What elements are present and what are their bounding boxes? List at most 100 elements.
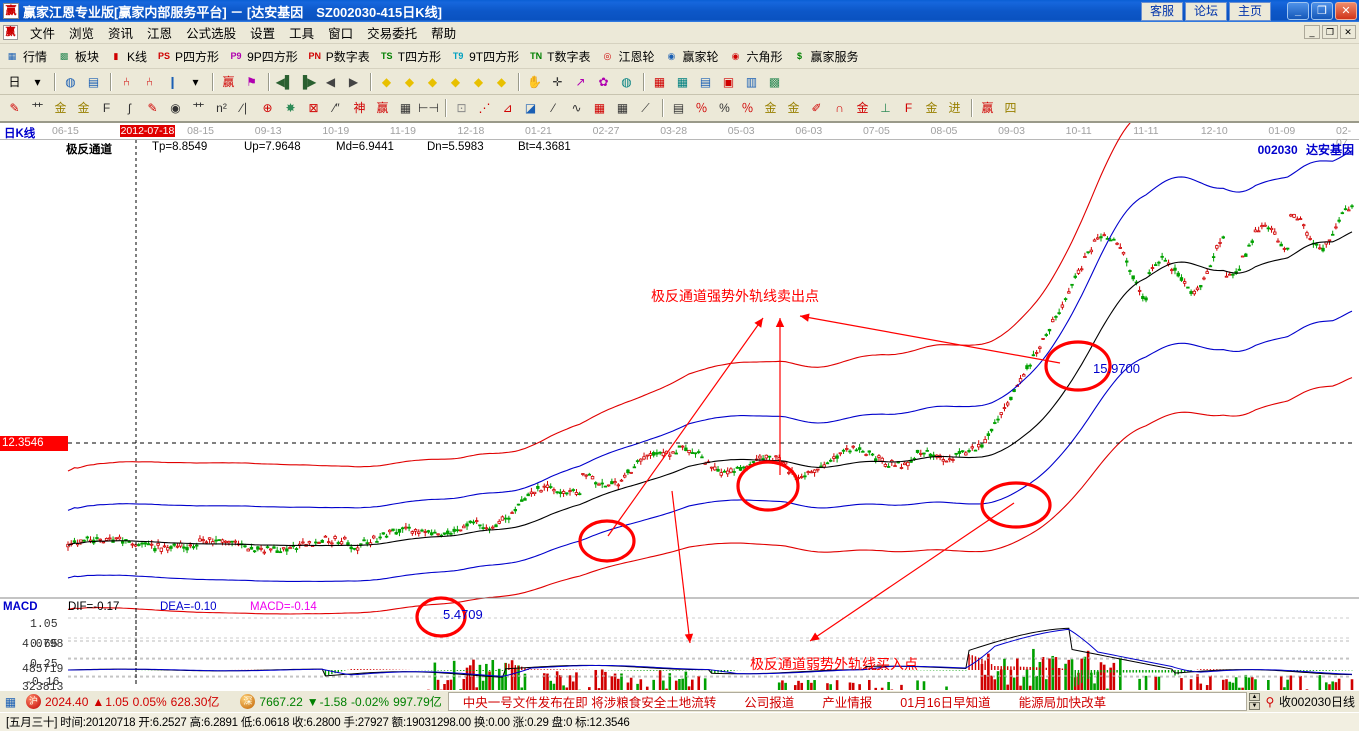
si-slope-icon[interactable]: 四 (1004, 101, 1017, 115)
calendar-icon[interactable]: ▦ (653, 74, 666, 89)
diamond-all-icon[interactable]: ◆ (450, 74, 461, 89)
menu-item-file[interactable]: 文件 (30, 27, 56, 41)
print-icon[interactable]: ▥ (745, 74, 758, 89)
toolbar-button-grid-quote[interactable]: ▦ 行情 (4, 48, 47, 65)
next-icon[interactable]: ▶ (348, 74, 359, 89)
notes-icon[interactable]: ▤ (699, 74, 712, 89)
draw-line-icon[interactable]: ↗ (575, 74, 586, 89)
kefu-button[interactable]: 客服 (1141, 1, 1183, 21)
toolbar-button-kline[interactable]: ▮ K线 (108, 48, 148, 65)
toolbar-button-p9-square[interactable]: P9 9P四方形 (228, 48, 298, 65)
spiral-icon[interactable]: ʃ (128, 101, 131, 115)
toolbar-button-tn-number[interactable]: TN T数字表 (528, 48, 590, 65)
news-item[interactable]: 产业情报 (822, 696, 873, 710)
toolbar-button-ps-square[interactable]: PS P四方形 (156, 48, 219, 65)
winner-logo-icon[interactable]: 赢 (222, 74, 235, 89)
box-target-icon[interactable]: ⊠ (308, 101, 319, 115)
toolbar-button-winner-service[interactable]: $ 赢家服务 (792, 48, 859, 65)
news-item[interactable]: 能源局加快改革 (1018, 696, 1107, 710)
menu-item-gann[interactable]: 江恩 (147, 27, 173, 41)
minimize-button[interactable]: _ (1287, 2, 1309, 20)
grid-lines-icon[interactable]: 艹 (31, 101, 44, 115)
shenzhen-index-segment[interactable]: 深 7667.22 ▼ -1.58 -0.02% 997.79亿 (237, 693, 442, 710)
window-split-icon[interactable]: ⊡ (456, 101, 467, 115)
menu-item-settings[interactable]: 设置 (250, 27, 276, 41)
ticker-scroll-buttons[interactable]: ▲ ▼ (1248, 693, 1260, 710)
gold-box-icon[interactable]: 金 (856, 101, 869, 115)
brain-icon[interactable]: ◍ (621, 74, 632, 89)
day-period-icon[interactable]: 日 (8, 74, 21, 89)
bar9-icon[interactable]: ⑃ (145, 74, 154, 89)
table-grid-icon[interactable]: ▦ (399, 101, 412, 115)
angle-slope-icon[interactable]: ⊥ (880, 101, 891, 115)
grid-red-icon[interactable]: ▦ (593, 101, 606, 115)
target-icon[interactable]: ⊕ (262, 101, 273, 115)
diamond-right-icon[interactable]: ◆ (404, 74, 415, 89)
gold-slope-icon[interactable]: 金 (925, 101, 938, 115)
luntan-button[interactable]: 论坛 (1185, 1, 1227, 21)
percent-red-icon[interactable]: ％ (695, 101, 708, 115)
angle-icon[interactable]: ∕∣ (240, 101, 249, 115)
ying-icon[interactable]: 赢 (376, 101, 389, 115)
menu-item-formula[interactable]: 公式选股 (186, 27, 237, 41)
calculator-icon[interactable]: ▦ (676, 74, 689, 89)
maximize-button[interactable]: ❐ (1311, 2, 1333, 20)
fan-box-icon[interactable]: ⊿ (502, 101, 513, 115)
menu-item-trade[interactable]: 交易委托 (367, 27, 418, 41)
prev-icon[interactable]: ◀ (325, 74, 336, 89)
shen-icon[interactable]: 神 (353, 101, 366, 115)
grid2-icon[interactable]: 艹 (192, 101, 205, 115)
diamond-left-icon[interactable]: ◆ (381, 74, 392, 89)
crosshair-icon[interactable]: ✛ (552, 74, 563, 89)
percent-list-icon[interactable]: ％ (741, 101, 754, 115)
f-slope-icon[interactable]: F (904, 101, 913, 115)
toolbar-button-gann-wheel[interactable]: ◎ 江恩轮 (599, 48, 655, 65)
grid-dark-icon[interactable]: ▦ (616, 101, 629, 115)
mdi-minimize-button[interactable]: _ (1304, 25, 1320, 39)
wave-icon[interactable]: ∿ (571, 101, 582, 115)
n2-icon[interactable]: n² (216, 101, 227, 115)
ying-slope-icon[interactable]: 赢 (981, 101, 994, 115)
pen-gold-icon[interactable]: ✐ (811, 101, 822, 115)
f-grid-icon[interactable]: F (102, 101, 111, 115)
toolbar-button-hexagon[interactable]: ◉ 六角形 (728, 48, 783, 65)
report-icon[interactable]: ▤ (87, 74, 100, 89)
menu-item-tools[interactable]: 工具 (289, 27, 315, 41)
mdi-close-button[interactable]: ✕ (1340, 25, 1356, 39)
gold-circle-icon[interactable]: 金 (764, 101, 777, 115)
gold-list-icon[interactable]: 金 (787, 101, 800, 115)
measure-icon[interactable]: ⊢⊣ (418, 101, 439, 115)
globe-market-icon[interactable]: ◍ (65, 74, 76, 89)
jin-slope-icon[interactable]: 进 (948, 101, 961, 115)
quote-grid-icon[interactable]: ▦ (4, 694, 17, 709)
shanghai-index-segment[interactable]: 沪 2024.40 ▲ 1.05 0.05% 628.30亿 (23, 693, 219, 710)
candle-dropdown-icon[interactable]: ▾ (192, 74, 199, 89)
arch-icon[interactable]: ∩ (835, 101, 844, 115)
period-dropdown-icon[interactable]: ▾ (34, 74, 41, 89)
bar3-icon[interactable]: ⑃ (122, 74, 131, 89)
slope-lines-icon[interactable]: ⟋ (641, 101, 650, 115)
gold-grid2-icon[interactable]: 金 (77, 101, 90, 115)
diamond-updown-icon[interactable]: ◆ (496, 74, 507, 89)
first-page-icon[interactable]: ◀▌ (275, 74, 294, 89)
export-icon[interactable]: ▩ (768, 74, 781, 89)
zhuye-button[interactable]: 主页 (1229, 1, 1271, 21)
pen2-icon[interactable]: ✎ (147, 101, 158, 115)
gold-grid-icon[interactable]: 金 (54, 101, 67, 115)
percent-grid-icon[interactable]: ▤ (672, 101, 685, 115)
save-icon[interactable]: ▣ (722, 74, 735, 89)
toolbar-button-t9-square[interactable]: T9 9T四方形 (450, 48, 519, 65)
menu-item-help[interactable]: 帮助 (431, 27, 457, 41)
flag-icon[interactable]: ⚑ (246, 74, 257, 89)
diamond-cross-icon[interactable]: ◆ (473, 74, 484, 89)
news-item[interactable]: 中央一号文件发布在即 将涉粮食安全土地流转 (462, 696, 717, 710)
fan-draw-icon[interactable]: ✿ (598, 74, 609, 89)
menu-item-browse[interactable]: 浏览 (69, 27, 95, 41)
toolbar-button-winner-wheel[interactable]: ◉ 赢家轮 (663, 48, 719, 65)
last-page-icon[interactable]: ▐▶ (298, 74, 317, 89)
star-target-icon[interactable]: ✸ (285, 101, 296, 115)
menu-item-news[interactable]: 资讯 (108, 27, 134, 41)
mdi-restore-button[interactable]: ❐ (1322, 25, 1338, 39)
hand-pan-icon[interactable]: ✋ (527, 74, 542, 89)
diamond-both-icon[interactable]: ◆ (427, 74, 438, 89)
